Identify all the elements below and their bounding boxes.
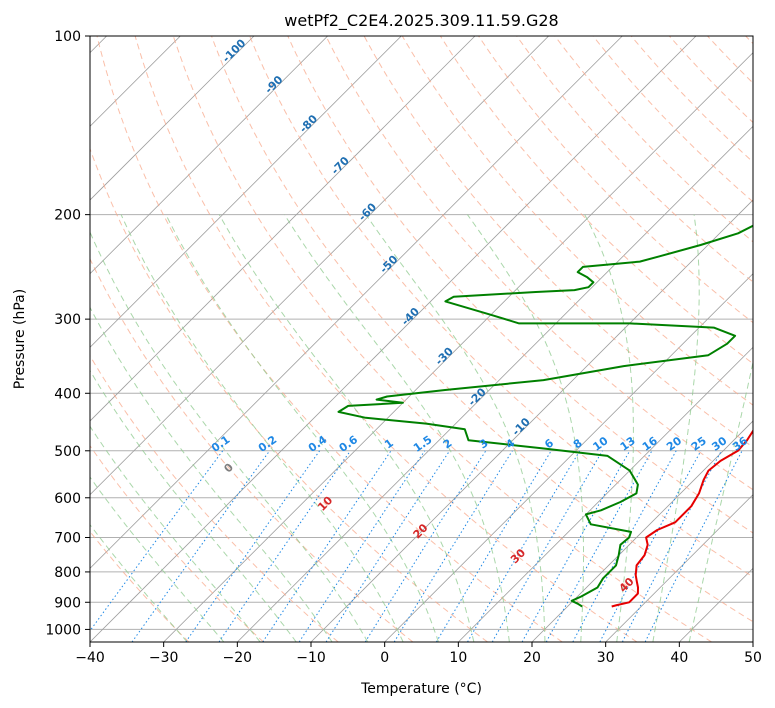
isotherm-line: [90, 36, 697, 642]
mixing-ratio-line: [435, 450, 552, 642]
dry-adiabat-line: [287, 36, 753, 534]
dry-adiabat-line: [554, 36, 753, 243]
isotherm-line: [458, 346, 753, 642]
x-tick-label: 10: [449, 650, 467, 666]
y-tick-label: 200: [54, 208, 81, 224]
moist-adiabat-line: [466, 214, 584, 642]
moist-adiabat-line: [90, 425, 261, 642]
x-tick-label: −40: [75, 650, 105, 666]
moist-adiabat-line: [365, 214, 546, 642]
x-tick-label: 40: [670, 650, 688, 666]
dry-adiabat-line: [478, 36, 753, 324]
y-tick-label: 400: [54, 386, 81, 402]
x-tick-label: 50: [744, 650, 762, 666]
moist-adiabat-line: [90, 306, 333, 642]
mixing-ratio-line: [262, 450, 392, 642]
x-tick-label: 0: [380, 650, 389, 666]
x-tick-label: −30: [149, 650, 179, 666]
moist-adiabat-line: [284, 214, 510, 642]
moist-adiabat-line: [90, 369, 297, 642]
mixing-ratio-line: [325, 450, 451, 642]
mixing-ratio-line: [545, 450, 653, 642]
isotherm-line: [605, 494, 753, 642]
y-tick-label: 600: [54, 491, 81, 507]
mixing-ratio-line: [644, 450, 743, 642]
chart-title: wetPf2_C2E4.2025.309.11.59.G28: [284, 11, 558, 31]
moist-adiabat-line: [584, 214, 634, 642]
dry-adiabat-line: [249, 36, 753, 578]
moist-adiabat-line: [120, 214, 404, 642]
data-series: [337, 224, 753, 608]
dry-adiabat-line: [172, 36, 712, 642]
dry-adiabat-line: [630, 36, 753, 163]
isotherm-line: [90, 36, 328, 275]
dry-adiabat-line: [90, 257, 414, 642]
y-tick-label: 100: [54, 29, 81, 45]
mixing-ratio-line: [572, 450, 677, 642]
plot-background: [90, 36, 753, 642]
mixing-ratio-line: [599, 450, 702, 642]
isotherm-line: [163, 52, 753, 642]
dry-adiabat-line: [96, 36, 563, 642]
moist-adiabat-line: [218, 214, 475, 642]
isotherm-line: [384, 273, 753, 642]
moist-adiabat-line: [165, 214, 439, 642]
dry-adiabat-line: [90, 444, 264, 642]
moist-adiabat-line: [90, 476, 225, 642]
isotherm-line: [90, 36, 476, 422]
moist-adiabat-line: [90, 230, 369, 642]
isotherm-line: [237, 125, 753, 642]
y-tick-label: 300: [54, 312, 81, 328]
y-tick-label: 1000: [45, 622, 81, 638]
x-tick-label: 20: [523, 650, 541, 666]
isotherm-line: [90, 36, 402, 348]
y-tick-label: 700: [54, 531, 81, 547]
isotherm-line: [90, 36, 623, 569]
isotherm-line: [90, 36, 255, 201]
mixing-ratio-line: [521, 450, 631, 642]
moist-adiabat-line: [652, 214, 700, 642]
mixing-ratio-line: [185, 450, 321, 642]
dry-adiabat-line: [90, 147, 488, 642]
y-axis-label: Pressure (hPa): [12, 289, 28, 389]
isotherm-line: [90, 36, 549, 496]
mixing-ratio-line: [298, 450, 426, 642]
x-tick-label: −10: [296, 650, 326, 666]
dry-adiabat-line: [401, 36, 753, 406]
dewpoint-line: [337, 224, 753, 608]
y-tick-label: 900: [54, 595, 81, 611]
x-tick-label: −20: [223, 650, 253, 666]
dry-adiabat-line: [134, 36, 638, 642]
isotherm-line: [531, 420, 753, 642]
y-tick-label: 500: [54, 444, 81, 460]
dry-adiabat-line: [439, 36, 753, 365]
mixing-ratio-line: [218, 450, 351, 642]
mixing-ratio-line: [90, 450, 224, 632]
axis-ticks: −40 −30 −20 −10 0 10 20 30 40 50 100 200 300 400 500 60…: [45, 29, 762, 666]
plot-frame: [89, 35, 754, 643]
x-tick-label: 30: [597, 650, 615, 666]
temperature-line: [611, 429, 753, 608]
background-lines: [90, 36, 753, 642]
mixing-ratio-line: [131, 450, 271, 642]
y-tick-label: 800: [54, 565, 81, 581]
dry-adiabat-line: [363, 36, 753, 448]
x-axis-label: Temperature (°C): [360, 681, 482, 697]
mixing-ratio-line: [364, 450, 487, 642]
dry-adiabat-line: [592, 36, 753, 203]
